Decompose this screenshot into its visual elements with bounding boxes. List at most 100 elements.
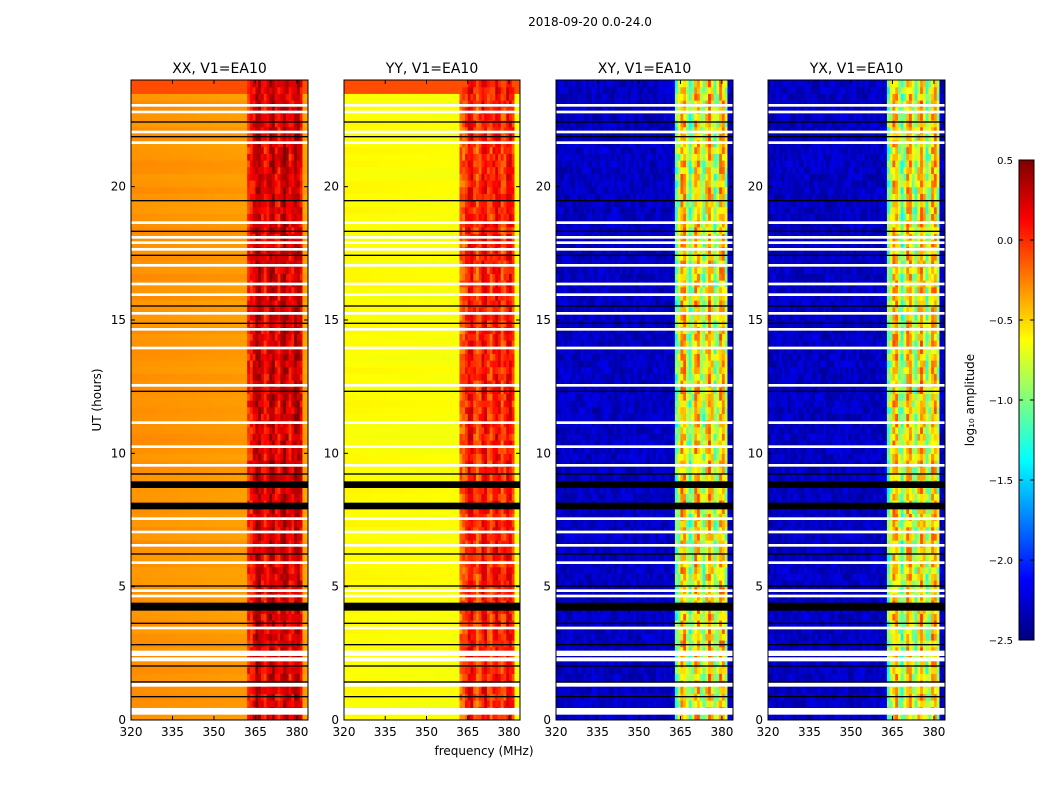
heatmap-cell <box>241 333 245 341</box>
heatmap-cell <box>169 533 174 541</box>
heatmap-cell <box>183 286 187 294</box>
heatmap-cell <box>238 386 243 394</box>
heatmap-cell <box>186 393 190 401</box>
heatmap-cell <box>296 206 301 214</box>
heatmap-cell <box>142 440 146 448</box>
heatmap-cell <box>178 413 182 421</box>
heatmap-cell <box>200 373 204 381</box>
heatmap-cell <box>166 466 171 474</box>
heatmap-cell <box>189 373 193 381</box>
heatmap-cell <box>294 666 298 674</box>
heatmap-cell <box>136 253 140 261</box>
heatmap-cell <box>296 366 301 374</box>
heatmap-cell <box>247 466 251 474</box>
heatmap-cell <box>255 206 259 214</box>
heatmap-cell <box>175 533 179 541</box>
heatmap-cell <box>227 446 232 454</box>
heatmap-cell <box>194 306 198 314</box>
heatmap-cell <box>280 446 284 454</box>
heatmap-cell <box>233 660 237 668</box>
heatmap-cell <box>230 660 234 668</box>
heatmap-cell <box>131 566 135 574</box>
heatmap-cell <box>294 626 298 634</box>
heatmap-cell <box>266 400 270 408</box>
heatmap-cell <box>285 513 290 521</box>
heatmap-cell <box>191 380 196 388</box>
heatmap-cell <box>191 553 196 561</box>
heatmap-cell <box>249 313 254 321</box>
heatmap-cell <box>294 700 298 708</box>
heatmap-cell <box>189 253 193 261</box>
heatmap-cell <box>283 446 287 454</box>
heatmap-cell <box>175 413 179 421</box>
heatmap-cell <box>244 520 248 528</box>
heatmap-cell <box>189 686 193 694</box>
heatmap-cell <box>155 486 160 494</box>
heatmap-cell <box>208 573 212 581</box>
heatmap-cell <box>200 573 204 581</box>
heatmap-cell <box>236 666 240 674</box>
heatmap-cell <box>269 253 273 261</box>
heatmap-cell <box>238 526 243 534</box>
heatmap-cell <box>302 466 306 474</box>
heatmap-cell <box>302 533 306 541</box>
heatmap-cell <box>274 433 279 441</box>
heatmap-cell <box>136 446 140 454</box>
heatmap-cell <box>150 386 154 394</box>
heatmap-cell <box>244 353 248 361</box>
heatmap-cell <box>200 506 204 514</box>
heatmap-cell <box>291 400 295 408</box>
heatmap-cell <box>147 293 151 301</box>
heatmap-cell <box>238 653 243 661</box>
heatmap-cell <box>258 380 262 388</box>
heatmap-cell <box>252 413 257 421</box>
heatmap-cell <box>216 533 221 541</box>
heatmap-cell <box>164 273 168 281</box>
heatmap-cell <box>280 533 284 541</box>
heatmap-cell <box>213 520 218 528</box>
heatmap-cell <box>280 260 284 268</box>
heatmap-cell <box>236 713 240 720</box>
heatmap-cell <box>233 393 237 401</box>
heatmap-cell <box>269 373 273 381</box>
heatmap-cell <box>299 446 304 454</box>
heatmap-cell <box>166 353 171 361</box>
heatmap-cell <box>191 433 196 441</box>
heatmap-cell <box>136 353 140 361</box>
heatmap-cell <box>158 306 163 314</box>
heatmap-cell <box>131 533 135 541</box>
heatmap-cell <box>164 580 168 588</box>
heatmap-cell <box>153 646 157 654</box>
heatmap-cell <box>208 453 212 461</box>
heatmap-cell <box>272 506 276 514</box>
heatmap-cell <box>136 513 140 521</box>
heatmap-cell <box>180 386 185 394</box>
heatmap-cell <box>144 666 149 674</box>
heatmap-cell <box>241 253 245 261</box>
heatmap-cell <box>288 633 293 641</box>
heatmap-cell <box>150 333 154 341</box>
heatmap-cell <box>191 333 196 341</box>
heatmap-cell <box>189 386 193 394</box>
heatmap-cell <box>258 426 262 434</box>
heatmap-cell <box>299 486 304 494</box>
heatmap-cell <box>191 266 196 274</box>
heatmap-cell <box>222 506 226 514</box>
heatmap-cell <box>227 313 232 321</box>
heatmap-cell <box>186 346 190 354</box>
heatmap-cell <box>255 360 259 368</box>
heatmap-cell <box>291 660 295 668</box>
heatmap-cell <box>291 486 295 494</box>
heatmap-cell <box>260 286 265 294</box>
heatmap-cell <box>241 653 245 661</box>
heatmap-cell <box>133 340 138 348</box>
heatmap-cell <box>169 673 174 681</box>
heatmap-cell <box>144 366 149 374</box>
heatmap-cell <box>260 673 265 681</box>
heatmap-cell <box>164 253 168 261</box>
heatmap-cell <box>249 226 254 234</box>
heatmap-cell <box>283 206 287 214</box>
heatmap-cell <box>296 493 301 501</box>
heatmap-cell <box>211 380 215 388</box>
heatmap-cell <box>219 493 223 501</box>
